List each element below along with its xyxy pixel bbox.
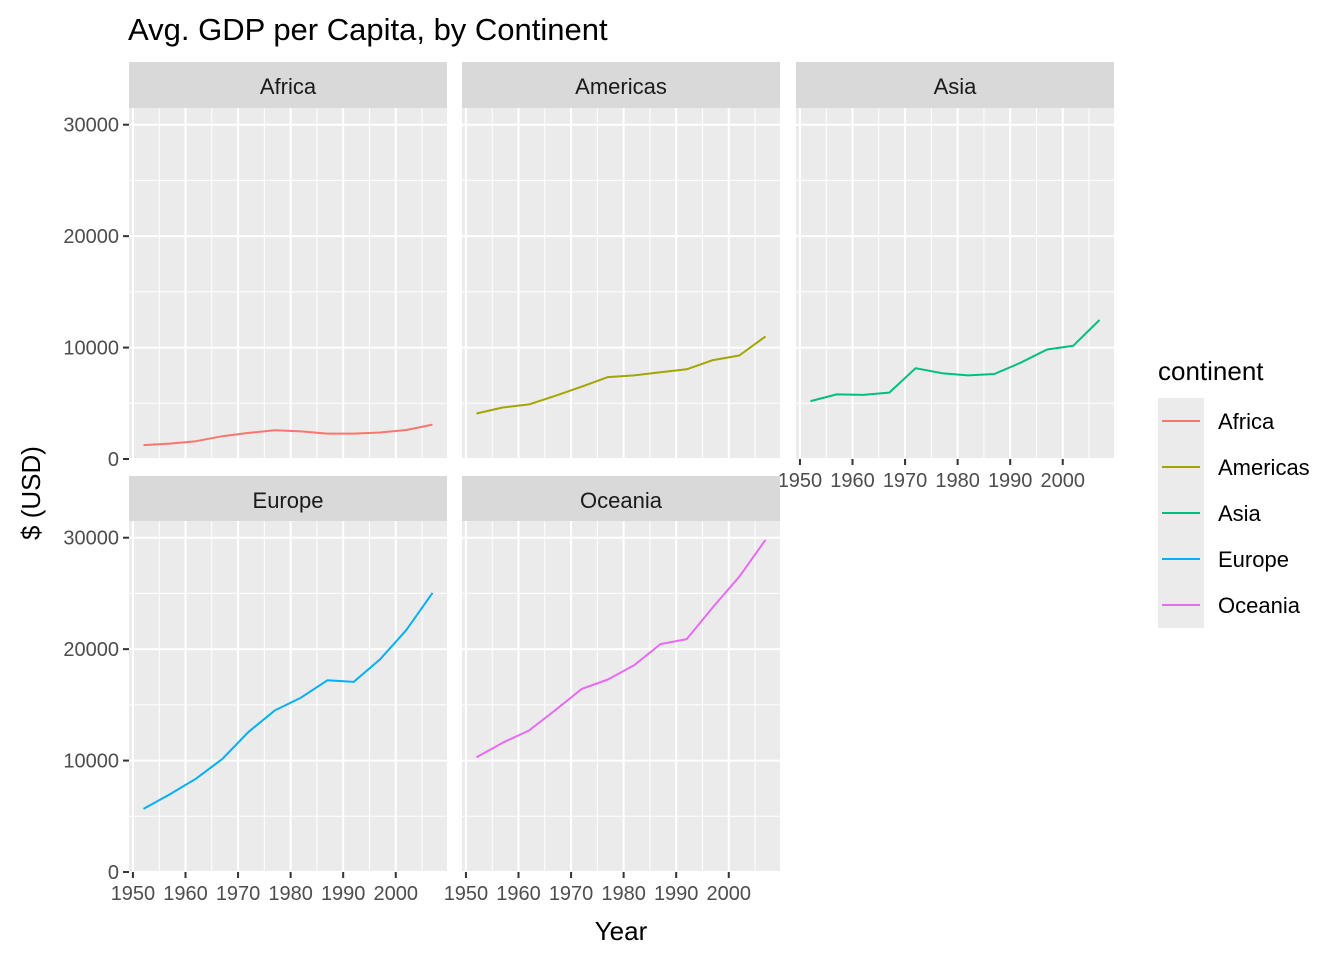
- x-axis-title: Year: [595, 916, 648, 946]
- legend-label-americas: Americas: [1218, 455, 1310, 480]
- y-tick-label: 10000: [63, 751, 119, 773]
- x-tick-label: 1970: [216, 883, 261, 905]
- y-tick-label: 0: [108, 862, 119, 884]
- legend-label-oceania: Oceania: [1218, 593, 1301, 618]
- series-line-africa: [143, 423, 433, 447]
- y-tick-label: 0: [108, 449, 119, 471]
- panel-americas: Americas: [462, 62, 780, 460]
- facet-strip-label-africa: Africa: [260, 74, 317, 99]
- legend-title: continent: [1158, 356, 1264, 386]
- facet-strip-label-europe: Europe: [253, 488, 324, 513]
- x-tick-label: 1960: [163, 883, 208, 905]
- x-tick-label: 1980: [268, 883, 313, 905]
- y-axis-title: $ (USD): [16, 446, 46, 540]
- y-tick-label: 20000: [63, 226, 119, 248]
- x-tick-label: 2000: [1041, 470, 1086, 492]
- x-tick-label: 1970: [549, 883, 594, 905]
- x-tick-label: 1960: [496, 883, 541, 905]
- panel-background-africa: [129, 108, 447, 459]
- panel-background-oceania: [462, 521, 780, 872]
- x-tick-label: 1950: [111, 883, 156, 905]
- x-tick-label: 1990: [988, 470, 1033, 492]
- series-line-americas: [476, 335, 767, 415]
- x-tick-label: 1990: [321, 883, 366, 905]
- x-tick-label: 1980: [601, 883, 646, 905]
- panel-asia: Asia 1950 1960 1970 1980 1990 2000: [778, 62, 1114, 492]
- x-tick-label: 2000: [374, 883, 419, 905]
- facet-strip-label-asia: Asia: [934, 74, 978, 99]
- series-line-europe: [143, 592, 434, 810]
- panel-europe: Europe 0 10000 20000 30000 1950 1960 1970 1980 19…: [63, 476, 447, 905]
- x-tick-label: 2000: [707, 883, 752, 905]
- y-tick-label: 30000: [63, 115, 119, 137]
- facet-strip-label-oceania: Oceania: [580, 488, 663, 513]
- panel-africa: Africa 0 10000 20000 30000: [63, 62, 447, 471]
- panel-background-asia: [796, 108, 1114, 459]
- y-tick-label: 10000: [63, 338, 119, 360]
- x-tick-label: 1990: [654, 883, 699, 905]
- legend: continent Africa Americas Asia Europe Oceania: [1158, 356, 1310, 628]
- series-line-asia: [810, 319, 1101, 403]
- chart-title: Avg. GDP per Capita, by Continent: [128, 12, 608, 47]
- panel-background-europe: [129, 521, 447, 872]
- x-tick-label: 1970: [883, 470, 928, 492]
- y-tick-label: 30000: [63, 528, 119, 550]
- x-tick-label: 1960: [830, 470, 875, 492]
- panel-background-americas: [462, 108, 780, 459]
- panel-oceania: Oceania 1950 1960 1970 1980 1990 2000: [444, 476, 780, 905]
- legend-label-asia: Asia: [1218, 501, 1262, 526]
- x-tick-label: 1950: [778, 470, 823, 492]
- x-tick-label: 1950: [444, 883, 489, 905]
- facet-strip-oceania: [462, 476, 780, 521]
- facet-strip-label-americas: Americas: [575, 74, 667, 99]
- facet-strip-americas: [462, 62, 780, 108]
- facet-strip-asia: [796, 62, 1114, 108]
- legend-label-africa: Africa: [1218, 409, 1275, 434]
- y-tick-label: 20000: [63, 639, 119, 661]
- facet-strip-africa: [129, 62, 447, 108]
- legend-label-europe: Europe: [1218, 547, 1289, 572]
- facet-strip-europe: [129, 476, 447, 521]
- series-line-oceania: [476, 539, 767, 759]
- x-tick-label: 1980: [935, 470, 980, 492]
